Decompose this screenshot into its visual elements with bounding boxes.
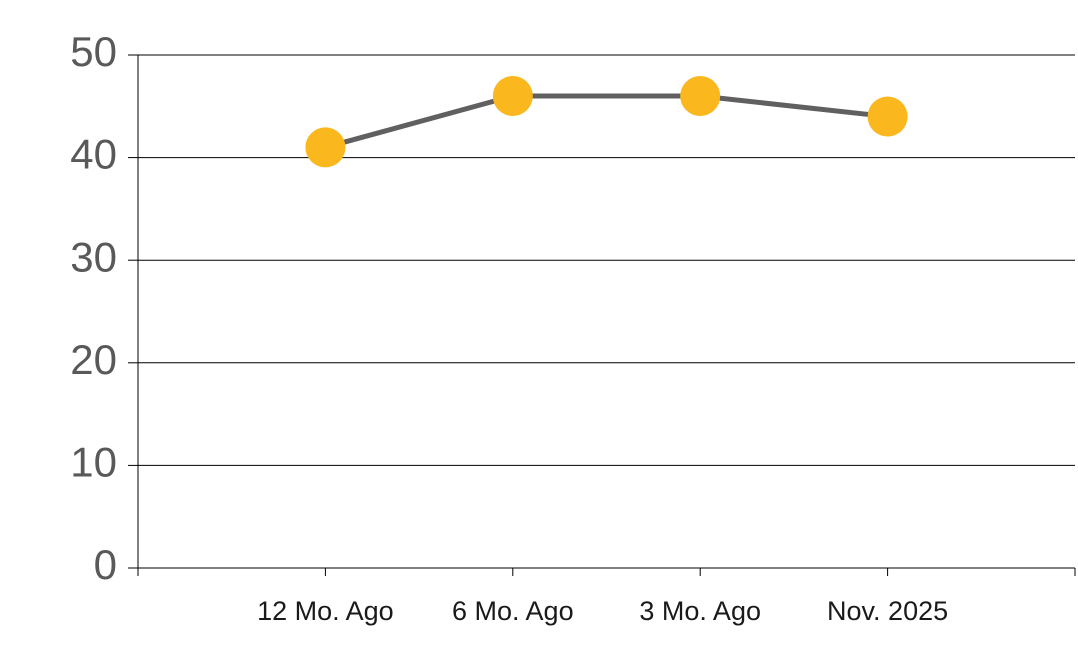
data-point — [305, 127, 346, 168]
data-point — [867, 96, 908, 137]
y-tick-label: 20 — [70, 336, 117, 383]
x-tick-label: 12 Mo. Ago — [257, 596, 394, 626]
y-tick-label: 0 — [94, 541, 117, 588]
x-tick-label: Nov. 2025 — [827, 596, 948, 626]
data-point — [680, 76, 721, 117]
x-tick-label: 6 Mo. Ago — [452, 596, 574, 626]
y-tick-label: 10 — [70, 438, 117, 485]
y-tick-label: 30 — [70, 233, 117, 280]
series-line — [324, 93, 888, 150]
y-tick-label: 50 — [70, 28, 117, 75]
y-tick-label: 40 — [70, 131, 117, 178]
data-point — [492, 76, 533, 117]
x-tick-label: 3 Mo. Ago — [639, 596, 761, 626]
